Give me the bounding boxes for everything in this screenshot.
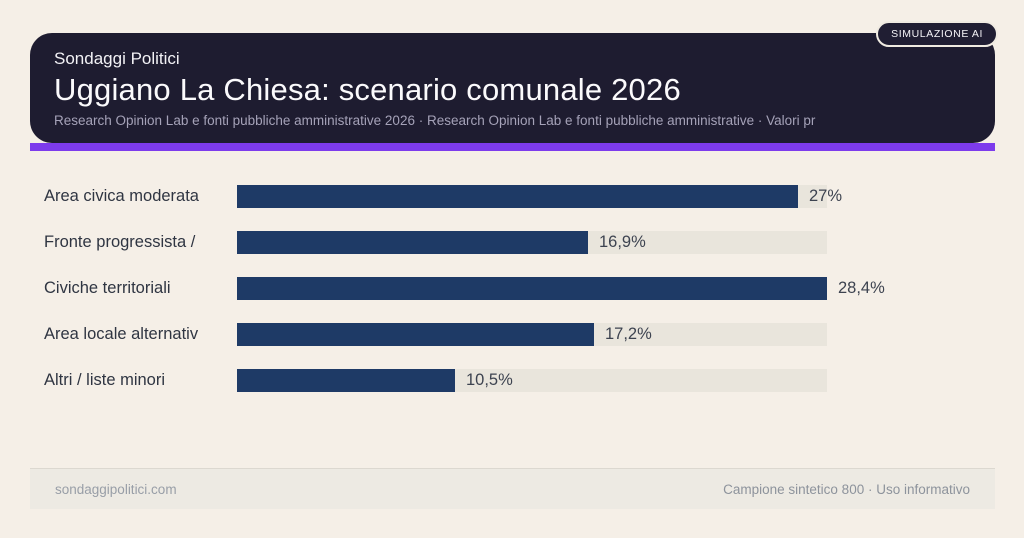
category-label: Area civica moderata (44, 187, 199, 205)
bar-row: Area locale alternativ 17,2% (0, 323, 1024, 346)
value-label: 17,2% (605, 325, 652, 343)
bar-row: Civiche territoriali 28,4% (0, 277, 1024, 300)
header: Sondaggi Politici Uggiano La Chiesa: sce… (30, 33, 995, 143)
bar-track (237, 369, 827, 392)
simulation-badge: SIMULAZIONE AI (876, 21, 998, 47)
value-label: 28,4% (838, 279, 885, 297)
bar-track (237, 277, 827, 300)
bar-fill (237, 277, 827, 300)
bar-fill (237, 185, 798, 208)
bar-track (237, 231, 827, 254)
bar-row: Area civica moderata 27% (0, 185, 1024, 208)
value-label: 27% (809, 187, 843, 205)
bar-fill (237, 323, 594, 346)
value-label: 16,9% (599, 233, 646, 251)
bar-row: Fronte progressista / 16,9% (0, 231, 1024, 254)
footer-sample-note: Campione sintetico 800 · Uso informativo (723, 481, 970, 497)
category-label: Area locale alternativ (44, 325, 199, 343)
bar-fill (237, 369, 455, 392)
footer: sondaggipolitici.com Campione sintetico … (30, 468, 995, 509)
page-title: Uggiano La Chiesa: scenario comunale 202… (54, 72, 681, 107)
header-subtitle: Research Opinion Lab e fonti pubbliche a… (54, 113, 816, 128)
category-label: Fronte progressista / (44, 233, 196, 251)
category-label: Civiche territoriali (44, 279, 171, 297)
accent-divider (30, 143, 995, 151)
value-label: 10,5% (466, 371, 513, 389)
bar-fill (237, 231, 588, 254)
bar-track (237, 185, 827, 208)
brand-kicker: Sondaggi Politici (54, 49, 180, 68)
bar-track (237, 323, 827, 346)
category-label: Altri / liste minori (44, 371, 166, 389)
footer-site-url: sondaggipolitici.com (55, 481, 177, 497)
bar-row: Altri / liste minori 10,5% (0, 369, 1024, 392)
